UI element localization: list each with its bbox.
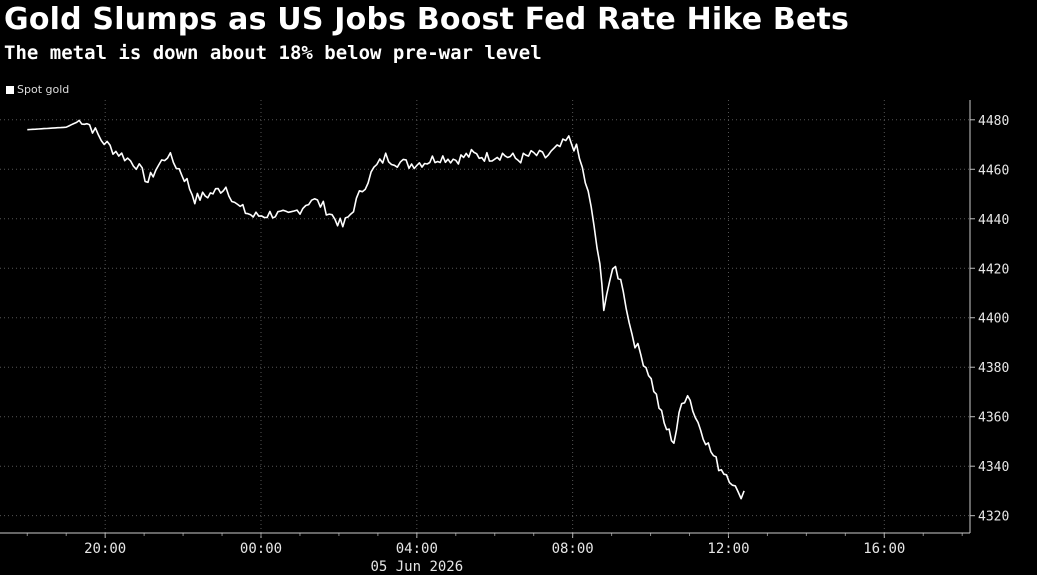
y-tick-label: 4380 xyxy=(978,361,1009,376)
x-tick-label: 16:00 xyxy=(863,541,905,557)
chart-subtitle: The metal is down about 18% below pre-wa… xyxy=(4,42,542,64)
x-tick-label: 12:00 xyxy=(707,541,749,557)
y-tick-label: 4360 xyxy=(978,411,1009,426)
y-tick-label: 4320 xyxy=(978,510,1009,525)
axes xyxy=(0,100,975,538)
y-tick-label: 4400 xyxy=(978,312,1009,327)
legend-label: Spot gold xyxy=(17,83,70,96)
series-group xyxy=(27,119,745,500)
y-tick-label: 4440 xyxy=(978,213,1009,228)
grid xyxy=(0,100,970,533)
legend-swatch xyxy=(6,85,14,94)
x-tick-label: 04:00 xyxy=(396,541,438,557)
y-tick-label: 4460 xyxy=(978,163,1009,178)
y-tick-label: 4340 xyxy=(978,460,1009,475)
series-line-spot-gold xyxy=(27,119,745,500)
x-tick-label: 08:00 xyxy=(552,541,594,557)
legend: Spot gold xyxy=(6,83,69,96)
line-chart: 4320 4340 4360 4380 4400 4420 4440 4460 4480 20:0… xyxy=(0,100,1009,575)
y-tick-label: 4420 xyxy=(978,262,1009,277)
y-tick-label: 4480 xyxy=(978,114,1009,129)
x-tick-label: 20:00 xyxy=(84,541,126,557)
chart-title: Gold Slumps as US Jobs Boost Fed Rate Hi… xyxy=(4,2,850,37)
x-date-label: 05 Jun 2026 xyxy=(370,559,463,575)
tick-labels: 4320 4340 4360 4380 4400 4420 4440 4460 4480 20:0… xyxy=(84,114,1009,575)
x-tick-label: 00:00 xyxy=(240,541,282,557)
